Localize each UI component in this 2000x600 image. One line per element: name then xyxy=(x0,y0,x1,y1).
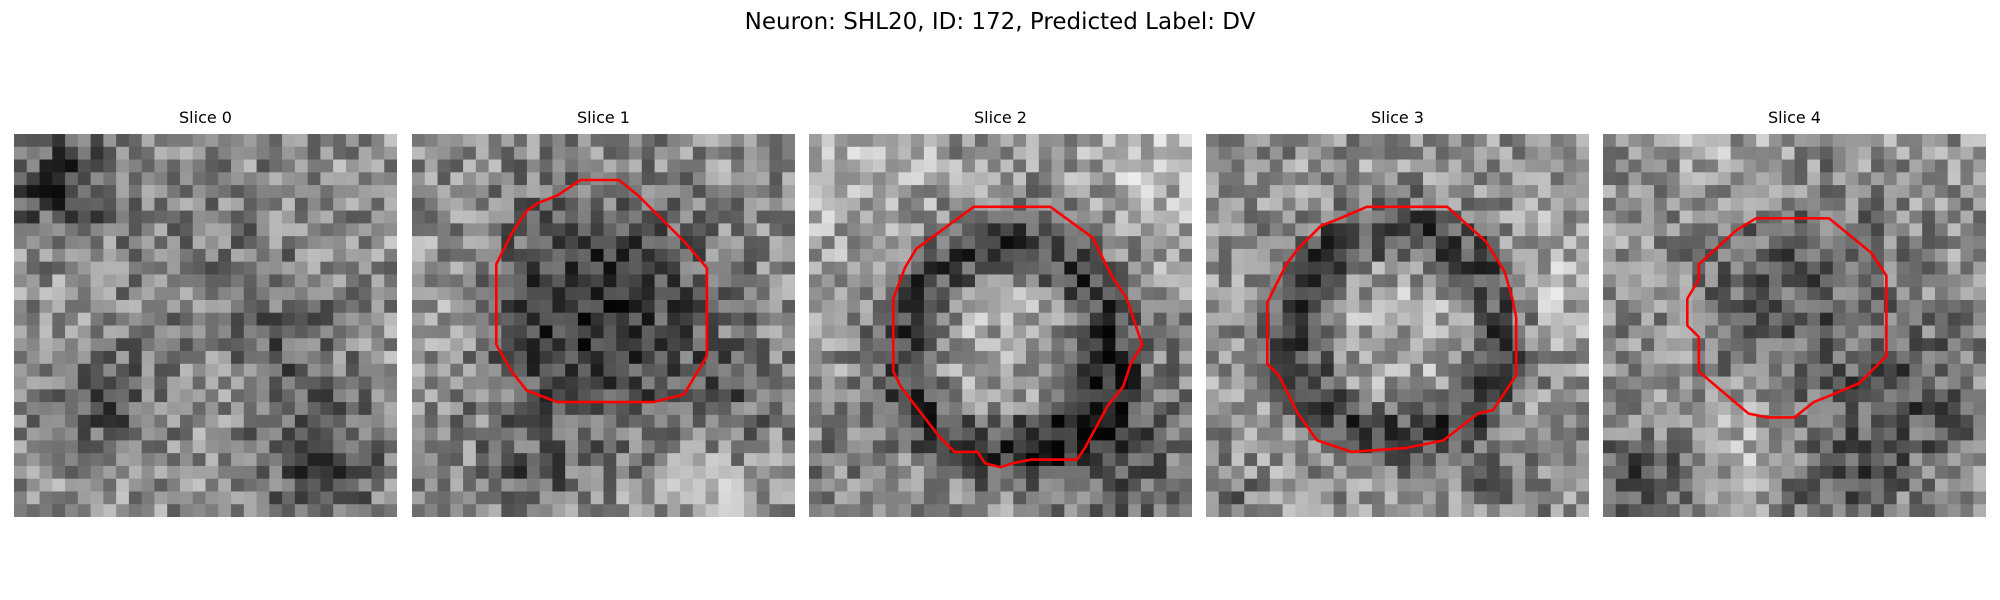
slice-title: Slice 1 xyxy=(577,108,630,127)
slice-panel-2: Slice 2 xyxy=(809,108,1192,520)
roi-contour xyxy=(495,178,709,404)
slice-image xyxy=(14,134,397,517)
slice-panel-3: Slice 3 xyxy=(1206,108,1589,520)
slice-title: Slice 4 xyxy=(1768,108,1821,127)
slice-title: Slice 3 xyxy=(1371,108,1424,127)
slice-image xyxy=(412,134,795,517)
roi-contour xyxy=(1686,217,1888,419)
roi-contour xyxy=(892,205,1144,469)
slice-title: Slice 2 xyxy=(974,108,1027,127)
slice-title: Slice 0 xyxy=(179,108,232,127)
slice-image xyxy=(809,134,1192,517)
figure-title: Neuron: SHL20, ID: 172, Predicted Label:… xyxy=(744,9,1256,35)
slice-image xyxy=(1603,134,1986,517)
slice-panel-4: Slice 4 xyxy=(1603,108,1986,520)
slice-panel-1: Slice 1 xyxy=(412,108,795,520)
slice-panel-0: Slice 0 xyxy=(14,108,397,520)
roi-contour xyxy=(1265,205,1518,454)
slice-image xyxy=(1206,134,1589,517)
